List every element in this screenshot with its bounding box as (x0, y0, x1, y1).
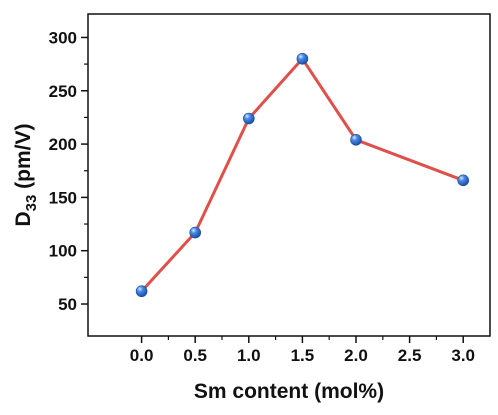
data-point (135, 285, 148, 298)
series-group (135, 52, 470, 298)
series-line (140, 57, 464, 293)
y-axis-title: D33 (pm/V) (12, 123, 40, 226)
data-point (457, 174, 470, 187)
data-point (350, 134, 362, 146)
data-point (296, 52, 309, 65)
data-point (243, 112, 255, 125)
y-axis-title-base: D (12, 211, 35, 226)
data-point (189, 226, 201, 239)
y-tick-label: 100 (49, 242, 77, 261)
x-axis-title: Sm content (mol%) (194, 380, 384, 403)
tick-labels: 0.0 0.5 1.0 1.5 2.0 2.5 3.0 50 100 150 200 250 300 (49, 28, 475, 365)
x-tick-label: 3.0 (451, 346, 475, 365)
y-tick-label: 50 (58, 295, 77, 314)
y-axis-title-subscript: 33 (23, 195, 40, 212)
x-tick-label: 0.5 (183, 346, 207, 365)
x-tick-label: 0.0 (130, 346, 154, 365)
x-tick-label: 1.5 (291, 346, 315, 365)
y-tick-label: 150 (49, 188, 77, 207)
x-tick-label: 1.0 (237, 346, 261, 365)
x-tick-label: 2.5 (398, 346, 422, 365)
plot-frame (87, 13, 491, 337)
y-tick-label: 300 (49, 28, 77, 47)
x-tick-label: 2.0 (344, 346, 368, 365)
y-tick-label: 200 (49, 135, 77, 154)
axis-ticks (81, 36, 464, 343)
y-tick-label: 250 (49, 82, 77, 101)
y-axis-title-rest: (pm/V) (12, 123, 35, 194)
